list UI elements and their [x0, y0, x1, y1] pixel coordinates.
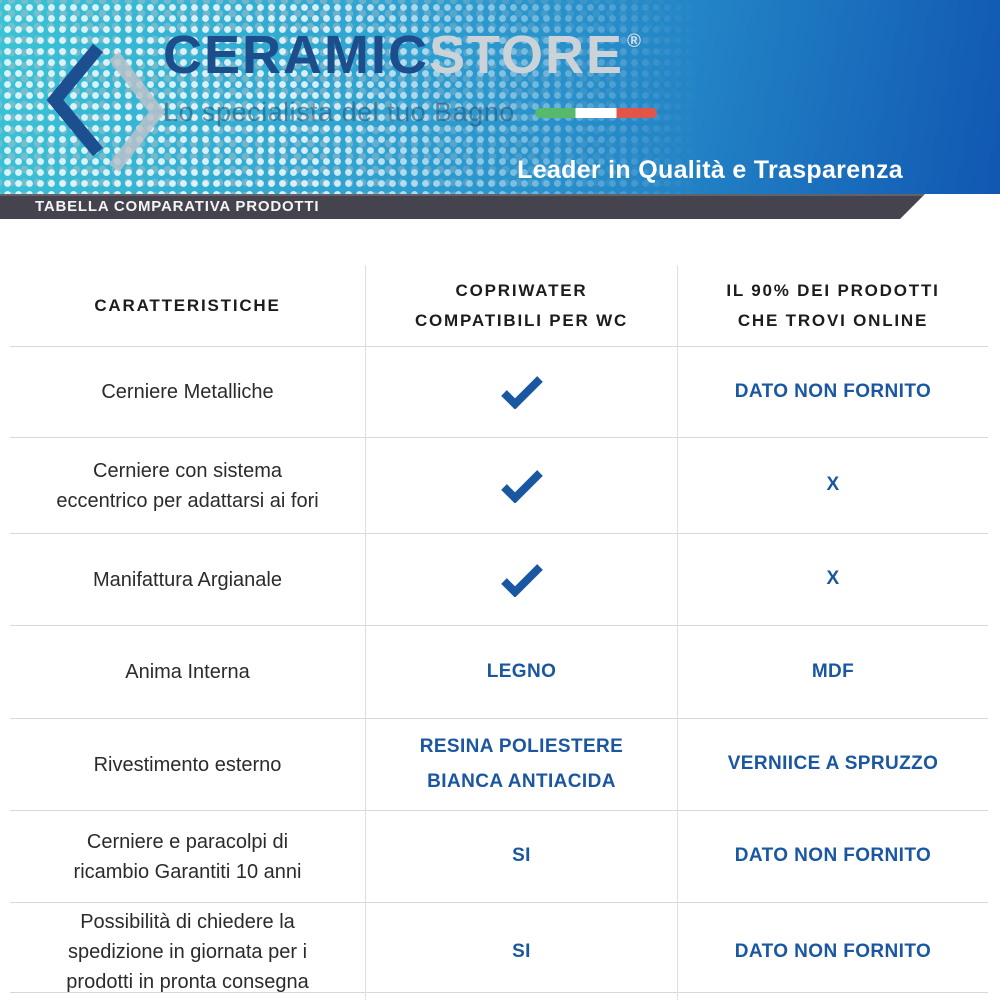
table-row-rivestimento-esterno: Rivestimento esterno RESINA POLIESTERE B… — [10, 719, 988, 811]
compatibili-cell — [365, 347, 678, 437]
compatibili-cell — [365, 438, 678, 533]
table-row-spedizione-giornata: Possibilità di chiedere la spedizione in… — [10, 903, 988, 1000]
table-row-sistema-eccentrico: Cerniere con sistema eccentrico per adat… — [10, 438, 988, 534]
compatibili-cell: RESINA POLIESTERE BIANCA ANTIACIDA — [365, 719, 678, 810]
online-cell: MDF — [811, 660, 855, 682]
ribbon-label: TABELLA COMPARATIVA PRODOTTI — [35, 197, 320, 215]
feature-label: Possibilità di chiedere la spedizione in… — [66, 911, 309, 993]
section-ribbon: TABELLA COMPARATIVA PRODOTTI — [0, 194, 1000, 219]
brand-name-store: STORE — [429, 25, 625, 85]
feature-label: Cerniere e paracolpi di ricambio Garanti… — [73, 830, 302, 883]
column-header-copriwater-compatibili: COPRIWATER COMPATIBILI PER WC — [365, 265, 678, 346]
check-icon — [500, 563, 543, 597]
tagline-row: Lo specialista del tuo Bagno — [163, 97, 657, 128]
logo-chevron-icon — [46, 43, 104, 157]
table-row-cerniere-metalliche: Cerniere Metalliche DATO NON FORNITO — [10, 347, 988, 438]
column-header-prodotti-online: IL 90% DEI PRODOTTI CHE TROVI ONLINE — [726, 280, 940, 330]
feature-label: Anima Interna — [125, 661, 250, 683]
feature-label: Cerniere Metalliche — [101, 381, 274, 403]
logo-bolt-icon — [108, 52, 166, 172]
brand-name: CERAMICSTORE ® — [163, 25, 657, 85]
table-row-anima-interna: Anima Interna LEGNO MDF — [10, 626, 988, 719]
italian-flag-icon — [534, 107, 657, 118]
table-row-cerniere-paracolpi: Cerniere e paracolpi di ricambio Garanti… — [10, 811, 988, 903]
header-banner: CERAMICSTORE ® Lo specialista del tuo Bag… — [0, 0, 1000, 194]
check-icon — [500, 469, 543, 503]
online-cell: DATO NON FORNITO — [734, 845, 932, 867]
column-header-caratteristiche: CARATTERISTICHE — [94, 295, 281, 315]
feature-label: Manifattura Argianale — [92, 568, 282, 591]
table-header-row: CARATTERISTICHE COPRIWATER COMPATIBILI P… — [10, 265, 988, 347]
check-icon — [500, 376, 543, 409]
feature-label: Cerniere con sistema eccentrico per adat… — [56, 459, 319, 512]
ceramicstore-logo-icon — [46, 43, 166, 172]
slogan-text: Leader in Qualità e Trasparenza — [517, 156, 903, 184]
brand-name-ceramic: CERAMIC — [163, 25, 429, 85]
online-cell: DATO NON FORNITO — [734, 940, 932, 962]
online-cell: DATO NON FORNITO — [734, 380, 932, 402]
compatibili-cell — [365, 534, 678, 625]
compatibili-cell: LEGNO — [365, 626, 678, 718]
ribbon-background — [0, 194, 925, 219]
online-cell: VERNIICE A SPRUZZO — [727, 753, 939, 775]
comparison-table: CARATTERISTICHE COPRIWATER COMPATIBILI P… — [10, 265, 988, 1000]
brand-tagline: Lo specialista del tuo Bagno — [163, 97, 515, 128]
compatibili-cell: SI — [365, 811, 678, 902]
table-row-manifattura-argianale: Manifattura Argianale X — [10, 534, 988, 626]
feature-label: Rivestimento esterno — [93, 753, 282, 776]
online-cell: X — [826, 474, 840, 496]
online-cell: X — [826, 568, 840, 590]
compatibili-cell: SI — [365, 903, 678, 1000]
brand-block: CERAMICSTORE ® Lo specialista del tuo Bag… — [163, 25, 657, 128]
registered-trademark: ® — [627, 31, 644, 52]
